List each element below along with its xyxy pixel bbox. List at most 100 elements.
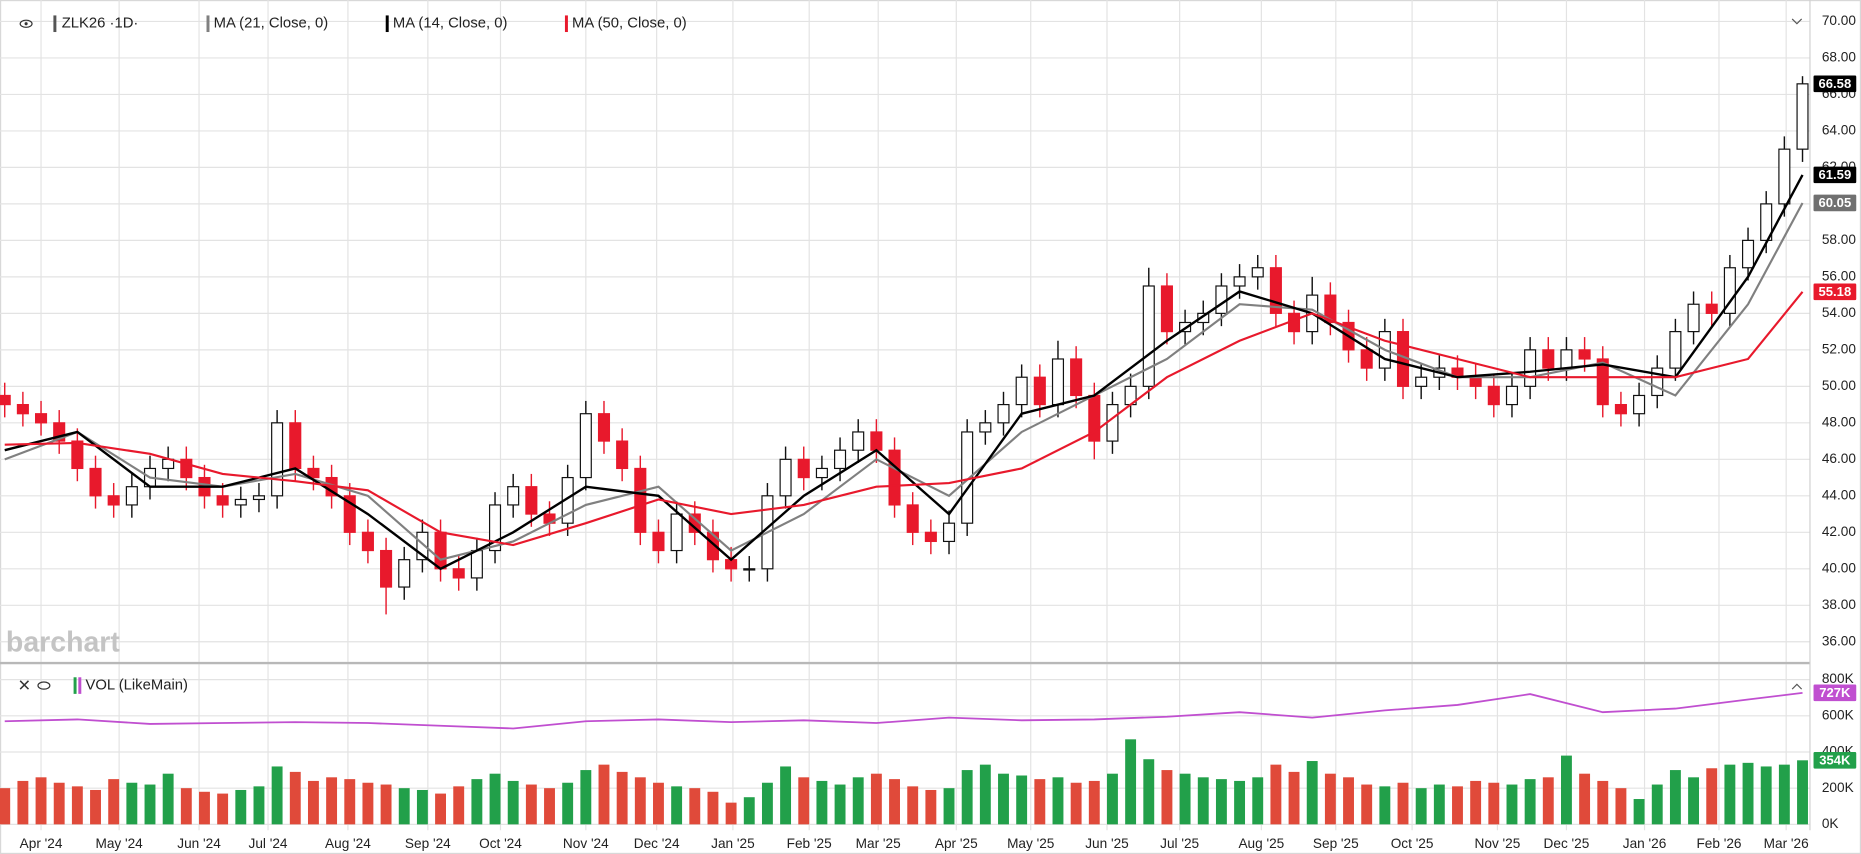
volume-bar [1452,786,1463,825]
collapse-icon[interactable] [1791,683,1803,690]
volume-bar [1778,764,1790,825]
x-tick-label: Aug '25 [1238,836,1284,851]
volume-average-line [4,691,1803,730]
volume-bar [870,773,882,825]
value-badge-label: 60.05 [1819,195,1852,210]
eye-icon[interactable] [19,19,33,28]
volume-bar [1724,764,1736,825]
x-tick-label: May '24 [95,836,143,851]
y-tick-label: 56.00 [1822,268,1857,283]
y-tick-label: 46.00 [1822,451,1857,466]
y-tick-label: 42.00 [1822,524,1857,539]
volume-bar [1034,779,1046,825]
candle-body [579,413,592,479]
volume-bar [743,797,755,825]
y-tick-label: 36.00 [1822,633,1857,648]
candle-body [597,413,611,442]
volume-bar [961,770,973,825]
candle-body [434,531,447,570]
volume-bar [798,777,810,825]
y-tick-label: 70.00 [1822,13,1857,28]
volume-bar [1433,784,1445,825]
volume-bar [435,793,446,825]
volume-bar [1615,788,1627,825]
volume-bar [653,782,664,825]
volume-bar [1688,777,1700,825]
volume-bar [1088,780,1100,825]
candle-body [1705,303,1718,314]
value-badge-label: 354K [1819,752,1851,767]
x-tick-label: Jul '25 [1160,836,1199,851]
x-tick-label: Jan '26 [1623,836,1667,851]
volume-bar [17,780,29,825]
moving-average-line [4,202,1804,561]
volume-bar [1252,777,1264,825]
x-tick-label: Nov '25 [1475,836,1521,851]
candle-body [1723,267,1736,314]
volume-bar [998,773,1009,825]
volume-bar [1633,799,1645,825]
volume-bar [1651,784,1663,825]
x-tick-label: Jun '25 [1085,836,1129,851]
volume-bar [1361,784,1373,825]
volume-bar [1161,770,1173,825]
volume-bar [1579,773,1591,825]
eye-icon[interactable] [24,22,28,26]
volume-bar [1597,780,1609,825]
eye-icon[interactable] [37,681,51,690]
candle-body [452,568,465,579]
candle-body [1233,276,1246,287]
candle-body [1251,267,1264,278]
candle-body [1796,83,1809,150]
candle-body [1033,376,1046,406]
volume-bar [35,777,47,825]
volume-bar [1143,759,1155,825]
candle-body [1215,285,1228,314]
volume-bar [1070,782,1082,825]
candle-body [815,467,828,479]
volume-bar [1125,739,1137,825]
candle-body [670,513,683,552]
moving-average-line [4,291,1804,547]
close-icon[interactable] [19,680,30,690]
volume-bar [1742,762,1754,825]
candle-body [1741,239,1755,269]
volume-bar [53,782,65,825]
volume-bar [525,784,537,825]
header: ZLK26 ·1D· VOL (LikeMain) [19,15,1803,694]
collapse-icon[interactable] [1791,18,1803,25]
candle-body [361,531,374,552]
volume-bar [925,789,937,825]
volume-bar [1415,788,1427,825]
x-tick-label: Aug '24 [325,836,371,851]
value-badge-label: 727K [1819,685,1851,700]
y-tick-label: 44.00 [1822,487,1857,502]
volume-bar [761,782,773,825]
legend-label: MA (50, Close, 0) [572,16,687,32]
volume-bar [780,766,792,825]
legend-label: MA (14, Close, 0) [393,16,508,32]
candle-body [942,522,956,543]
volume-bar [108,779,120,825]
candle-body [525,486,538,515]
volume-bar [616,771,628,825]
value-badge [1813,194,1857,212]
volume-bar [1524,779,1536,825]
candle-body [307,467,320,479]
value-badge [1813,75,1857,93]
y-tick-label: 0K [1822,816,1839,831]
volume-bar [943,788,955,825]
volume-bar [671,786,683,825]
y-tick-label: 52.00 [1822,341,1857,356]
y-tick-label: 68.00 [1822,50,1857,65]
volume-bar [0,788,11,825]
candle-body [416,531,429,561]
y-tick-label: 50.00 [1822,378,1857,393]
volume-bar [162,773,174,825]
volume-bar [1760,766,1772,825]
candle-body [1596,358,1609,406]
volume-bar [1270,764,1282,825]
x-tick-label: Dec '24 [634,836,680,851]
candle-body [398,559,411,588]
candle-body [107,495,120,506]
